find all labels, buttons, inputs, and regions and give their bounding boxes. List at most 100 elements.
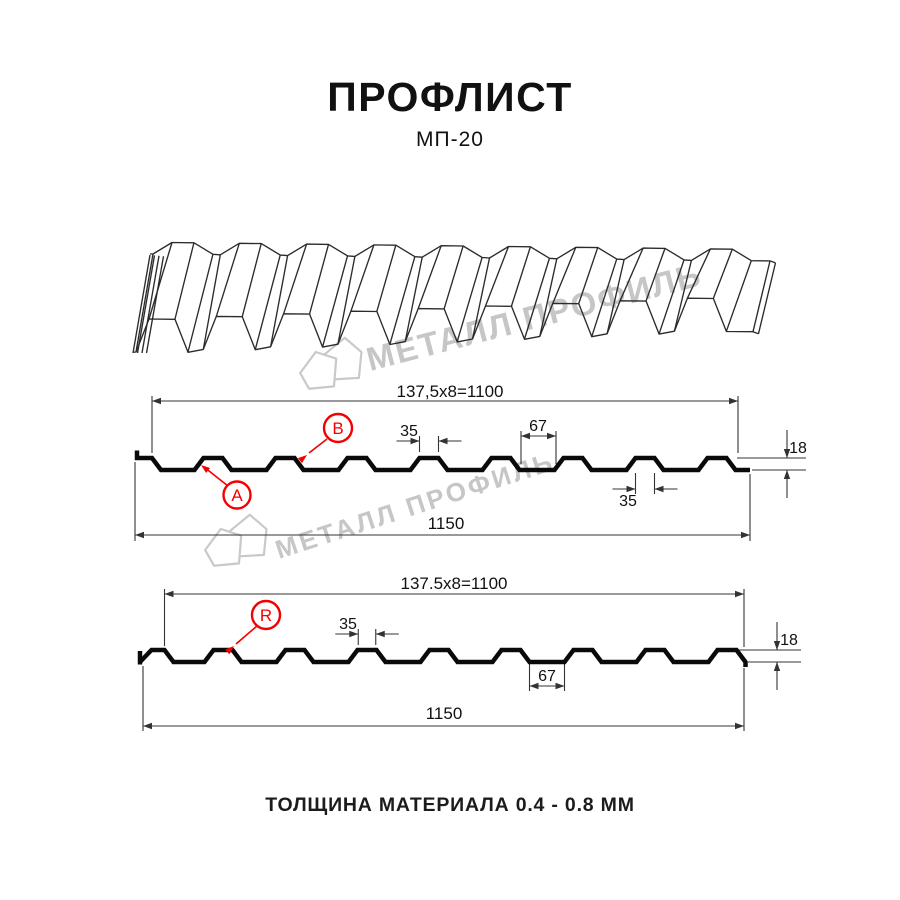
cross-section-top xyxy=(134,396,806,541)
label-b-arrowhead xyxy=(297,455,307,464)
dimension-arrowhead xyxy=(626,485,636,493)
rib-edge-line xyxy=(658,259,685,335)
dimension-arrowhead xyxy=(438,437,448,445)
rib-edge-line xyxy=(539,258,558,337)
watermark-logo-2 xyxy=(204,513,268,567)
rib-edge-line xyxy=(202,254,221,350)
footer-note: ТОЛЩИНА МАТЕРИАЛА 0.4 - 0.8 ММ xyxy=(265,794,635,816)
rib-edge-line xyxy=(471,257,491,340)
logo-left-lobe xyxy=(204,527,243,567)
dim-module-width-bottom: 137.5x8=1100 xyxy=(401,574,508,593)
dimension-arrowhead xyxy=(773,641,781,650)
rib-edge-line xyxy=(350,244,375,312)
dim-height18-bottom: 18 xyxy=(780,632,798,649)
dimension-arrowhead xyxy=(135,531,144,539)
page-subtitle: МП-20 xyxy=(416,128,484,151)
rib-edge-line xyxy=(321,255,349,347)
dimension-arrowhead xyxy=(349,630,359,638)
rib-edge-line xyxy=(269,255,289,347)
dimension-arrowhead xyxy=(735,722,744,730)
cross-section-bottom xyxy=(137,589,801,731)
dimension-arrowhead xyxy=(654,485,664,493)
watermark-text-1: МЕТАЛЛ ПРОФИЛЬ xyxy=(362,256,705,378)
dimension-arrowhead xyxy=(729,397,738,405)
rib-edge-line xyxy=(337,256,356,345)
sheet-right-cut-edge xyxy=(757,262,777,334)
rib-edge-line xyxy=(254,254,281,350)
rib-edge-line xyxy=(215,243,240,317)
sheet-right-cut-edge xyxy=(769,260,776,264)
dimension-arrowhead xyxy=(521,432,530,440)
sheet-left-cut-edge xyxy=(132,254,151,354)
dimension-arrowhead xyxy=(783,470,791,479)
dim-height18-top: 18 xyxy=(789,440,807,457)
rib-edge-line xyxy=(606,259,625,334)
rib-edge-line xyxy=(578,247,599,304)
rib-edge-line xyxy=(591,258,618,337)
dimension-arrowhead xyxy=(410,437,420,445)
rib-edge-line xyxy=(376,244,397,312)
sheet-front-edge xyxy=(132,297,754,353)
dim-overall1150-top: 1150 xyxy=(428,514,465,533)
dimension-arrowhead xyxy=(741,531,750,539)
profile-sheet-outline xyxy=(134,450,750,473)
rib-edge-line xyxy=(135,253,154,353)
dimension-arrowhead xyxy=(164,590,174,598)
sheet-left-cut-edge xyxy=(136,255,156,354)
rib-edge-line xyxy=(456,257,483,342)
rib-edge-line xyxy=(510,246,532,307)
label-b-letter: B xyxy=(332,419,343,438)
rib-edge-line xyxy=(187,253,214,353)
rib-edge-line xyxy=(174,242,195,320)
label-r-arrowhead xyxy=(225,646,234,655)
dimension-arrowhead xyxy=(783,449,791,458)
sheet-right-cut-edge xyxy=(752,260,771,332)
dim-valley67-top: 67 xyxy=(529,418,547,435)
rib-edge-line xyxy=(241,243,262,317)
rib-edge-line xyxy=(673,260,693,332)
dimension-arrowhead xyxy=(152,397,161,405)
rib-edge-line xyxy=(523,257,551,340)
rib-edge-line xyxy=(552,247,577,304)
dim-valley67-bottom: 67 xyxy=(538,668,556,685)
dimension-arrowhead xyxy=(735,590,744,598)
dimension-arrowhead xyxy=(143,722,152,730)
rib-edge-line xyxy=(712,248,734,299)
label-a-letter: A xyxy=(231,486,243,505)
sheet-right-cut-edge xyxy=(752,331,759,335)
sheet-left-cut-edge xyxy=(141,255,160,354)
dim-overall1150-bottom: 1150 xyxy=(426,704,463,723)
logo-left-lobe xyxy=(299,350,338,390)
rib-edge-line xyxy=(686,248,712,299)
dimension-arrowhead xyxy=(555,682,565,690)
page-title: ПРОФЛИСТ xyxy=(327,74,573,120)
dim-edge-rib35-top: 35 xyxy=(619,493,637,510)
rib-edge-line xyxy=(645,247,666,302)
rib-edge-line xyxy=(308,243,330,314)
dimension-arrowhead xyxy=(375,630,385,638)
dimension-arrowhead xyxy=(529,682,539,690)
rib-edge-line xyxy=(389,256,416,345)
rib-edge-line xyxy=(443,245,464,309)
rib-edge-line xyxy=(148,242,173,320)
rib-edge-line xyxy=(619,247,644,302)
rib-edge-line xyxy=(725,260,753,332)
rib-edge-line xyxy=(484,246,510,307)
dimension-arrowhead xyxy=(547,432,556,440)
rib-edge-line xyxy=(417,245,442,309)
dim-module-width-top: 137,5x8=1100 xyxy=(397,382,504,401)
rib-edge-line xyxy=(282,243,308,315)
rib-edge-line xyxy=(404,257,423,342)
sheet-left-cut-edge xyxy=(145,256,165,354)
dim-rib35-bottom: 35 xyxy=(339,616,357,633)
watermark-logo-1 xyxy=(299,336,363,390)
label-r: R xyxy=(225,599,282,655)
label-b: B xyxy=(297,412,354,464)
label-a-arrowhead xyxy=(201,465,211,474)
dimension-arrowhead xyxy=(773,662,781,671)
label-a: A xyxy=(201,465,252,510)
profile-sheet-outline xyxy=(138,647,748,667)
profiled-sheet-3d-view xyxy=(132,241,777,354)
